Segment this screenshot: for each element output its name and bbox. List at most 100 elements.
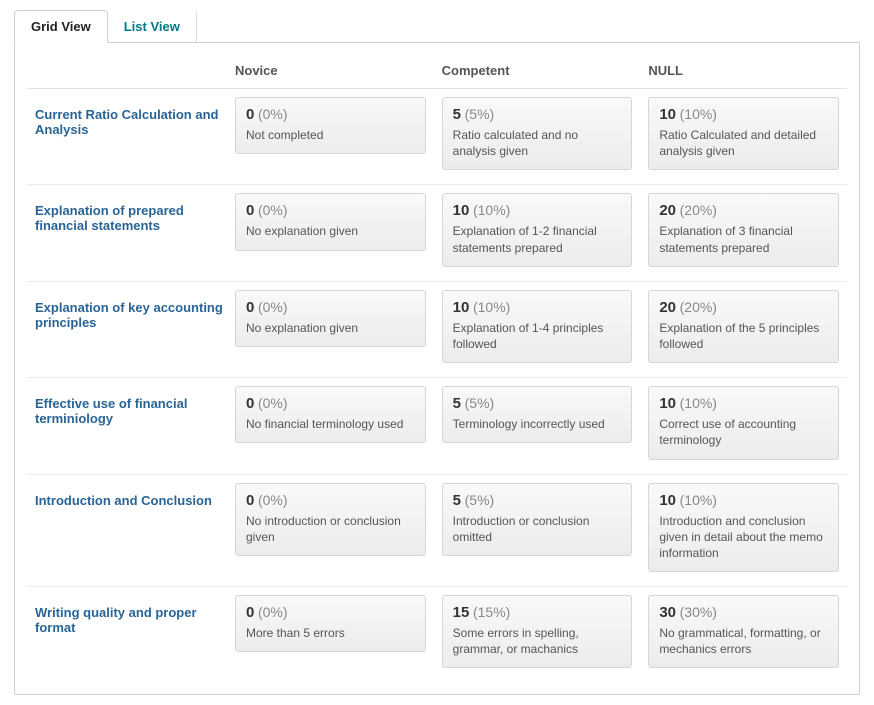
rubric-cell-wrapper: 20 (20%)Explanation of 3 financial state… bbox=[640, 184, 847, 280]
cell-points: 10 bbox=[453, 299, 470, 316]
cell-description: Correct use of accounting terminology bbox=[659, 416, 828, 448]
tab-list-view[interactable]: List View bbox=[108, 11, 197, 42]
rubric-cell[interactable]: 0 (0%) No financial terminology used bbox=[235, 386, 426, 443]
cell-points: 10 bbox=[659, 106, 676, 123]
cell-description: Ratio Calculated and detailed analysis g… bbox=[659, 127, 828, 159]
rubric-cell[interactable]: 0 (0%) No introduction or conclusion give… bbox=[235, 483, 426, 556]
rubric-cell[interactable]: 20 (20%) Explanation of the 5 principles … bbox=[648, 290, 839, 363]
rubric-cell-wrapper: 20 (20%) Explanation of the 5 principles … bbox=[640, 281, 847, 377]
cell-percent: (15%) bbox=[473, 604, 510, 620]
rubric-cell[interactable]: 10 (10%) Introduction and conclusion give… bbox=[648, 483, 839, 573]
criterion-label: Explanation of prepared financial statem… bbox=[27, 184, 227, 280]
cell-description: No explanation given bbox=[246, 223, 415, 239]
cell-percent: (0%) bbox=[258, 395, 288, 411]
rubric-cell-wrapper: 0 (0%)No explanation given bbox=[227, 281, 434, 377]
rubric-cell[interactable]: 10 (10%) Explanation of 1-4 principles fo… bbox=[442, 290, 633, 363]
cell-description: No financial terminology used bbox=[246, 416, 415, 432]
rubric-cell[interactable]: 0 (0%)No explanation given bbox=[235, 290, 426, 347]
cell-percent: (0%) bbox=[258, 604, 288, 620]
criterion-label: Writing quality and proper format bbox=[27, 586, 227, 682]
rubric-cell[interactable]: 10 (10%)Explanation of 1-2 financial sta… bbox=[442, 193, 633, 266]
cell-points: 0 bbox=[246, 604, 254, 621]
rubric-row: Current Ratio Calculation and Analysis0 … bbox=[27, 89, 847, 184]
view-tabs: Grid View List View bbox=[14, 10, 860, 42]
rubric-cell[interactable]: 20 (20%)Explanation of 3 financial state… bbox=[648, 193, 839, 266]
rubric-cell-wrapper: 10 (10%)Explanation of 1-2 financial sta… bbox=[434, 184, 641, 280]
col-header-1: Competent bbox=[434, 55, 641, 89]
col-header-0: Novice bbox=[227, 55, 434, 89]
cell-points: 20 bbox=[659, 202, 676, 219]
tab-grid-view[interactable]: Grid View bbox=[14, 10, 108, 43]
cell-percent: (10%) bbox=[680, 492, 717, 508]
criterion-label: Explanation of key accounting principles bbox=[27, 281, 227, 377]
cell-points: 0 bbox=[246, 395, 254, 412]
rubric-cell[interactable]: 5 (5%) Ratio calculated and no analysis g… bbox=[442, 97, 633, 170]
cell-points: 0 bbox=[246, 106, 254, 123]
cell-percent: (0%) bbox=[258, 202, 288, 218]
cell-points: 5 bbox=[453, 395, 461, 412]
rubric-cell-wrapper: 0 (0%) No explanation given bbox=[227, 184, 434, 280]
cell-points: 0 bbox=[246, 492, 254, 509]
cell-points: 20 bbox=[659, 299, 676, 316]
rubric-row: Explanation of key accounting principles… bbox=[27, 281, 847, 377]
cell-description: Ratio calculated and no analysis given bbox=[453, 127, 622, 159]
cell-description: Not completed bbox=[246, 127, 415, 143]
criterion-label: Current Ratio Calculation and Analysis bbox=[27, 89, 227, 184]
cell-percent: (0%) bbox=[258, 492, 288, 508]
col-header-criteria bbox=[27, 55, 227, 89]
cell-percent: (5%) bbox=[465, 395, 495, 411]
cell-points: 0 bbox=[246, 202, 254, 219]
cell-percent: (10%) bbox=[473, 299, 510, 315]
cell-points: 0 bbox=[246, 299, 254, 316]
rubric-cell[interactable]: 30 (30%)No grammatical, formatting, or m… bbox=[648, 595, 839, 668]
cell-description: No introduction or conclusion given bbox=[246, 513, 415, 545]
rubric-cell[interactable]: 10 (10%) Ratio Calculated and detailed an… bbox=[648, 97, 839, 170]
rubric-cell-wrapper: 0 (0%) No financial terminology used bbox=[227, 377, 434, 473]
cell-points: 15 bbox=[453, 604, 470, 621]
rubric-cell-wrapper: 5 (5%)Introduction or conclusion omitted bbox=[434, 474, 641, 587]
rubric-cell[interactable]: 0 (0%) More than 5 errors bbox=[235, 595, 426, 652]
rubric-row: Writing quality and proper format 0 (0%) M… bbox=[27, 586, 847, 682]
col-header-2: NULL bbox=[640, 55, 847, 89]
rubric-row: Effective use of financial terminiology0… bbox=[27, 377, 847, 473]
criterion-label: Introduction and Conclusion bbox=[27, 474, 227, 587]
cell-description: Some errors in spelling, grammar, or mac… bbox=[453, 625, 622, 657]
cell-description: Introduction or conclusion omitted bbox=[453, 513, 622, 545]
cell-percent: (20%) bbox=[680, 299, 717, 315]
cell-percent: (10%) bbox=[680, 395, 717, 411]
rubric-cell-wrapper: 15 (15%) Some errors in spelling, grammar… bbox=[434, 586, 641, 682]
rubric-row: Introduction and Conclusion 0 (0%) No intr… bbox=[27, 474, 847, 587]
rubric-cell-wrapper: 0 (0%) More than 5 errors bbox=[227, 586, 434, 682]
rubric-cell-wrapper: 5 (5%)Terminology incorrectly used bbox=[434, 377, 641, 473]
cell-description: Introduction and conclusion given in det… bbox=[659, 513, 828, 562]
rubric-row: Explanation of prepared financial statem… bbox=[27, 184, 847, 280]
cell-description: Explanation of 1-4 principles followed bbox=[453, 320, 622, 352]
rubric-cell[interactable]: 0 (0%) No explanation given bbox=[235, 193, 426, 250]
rubric-cell[interactable]: 0 (0%) Not completed bbox=[235, 97, 426, 154]
cell-points: 10 bbox=[659, 492, 676, 509]
rubric-cell[interactable]: 5 (5%)Terminology incorrectly used bbox=[442, 386, 633, 443]
cell-description: Explanation of the 5 principles followed bbox=[659, 320, 828, 352]
cell-description: Explanation of 3 financial statements pr… bbox=[659, 223, 828, 255]
cell-description: Explanation of 1-2 financial statements … bbox=[453, 223, 622, 255]
rubric-cell[interactable]: 5 (5%)Introduction or conclusion omitted bbox=[442, 483, 633, 556]
cell-points: 5 bbox=[453, 492, 461, 509]
cell-points: 10 bbox=[453, 202, 470, 219]
cell-percent: (5%) bbox=[465, 106, 495, 122]
rubric-cell[interactable]: 15 (15%) Some errors in spelling, grammar… bbox=[442, 595, 633, 668]
cell-percent: (30%) bbox=[680, 604, 717, 620]
cell-description: No grammatical, formatting, or mechanics… bbox=[659, 625, 828, 657]
cell-percent: (0%) bbox=[258, 106, 288, 122]
rubric-cell-wrapper: 5 (5%) Ratio calculated and no analysis g… bbox=[434, 89, 641, 184]
cell-points: 10 bbox=[659, 395, 676, 412]
rubric-cell-wrapper: 10 (10%) Correct use of accounting termin… bbox=[640, 377, 847, 473]
cell-description: No explanation given bbox=[246, 320, 415, 336]
rubric-table: Novice Competent NULL Current Ratio Calc… bbox=[27, 55, 847, 682]
cell-percent: (10%) bbox=[680, 106, 717, 122]
cell-points: 5 bbox=[453, 106, 461, 123]
rubric-cell[interactable]: 10 (10%) Correct use of accounting termin… bbox=[648, 386, 839, 459]
rubric-cell-wrapper: 0 (0%) No introduction or conclusion give… bbox=[227, 474, 434, 587]
rubric-cell-wrapper: 30 (30%)No grammatical, formatting, or m… bbox=[640, 586, 847, 682]
rubric-cell-wrapper: 10 (10%) Introduction and conclusion give… bbox=[640, 474, 847, 587]
cell-description: More than 5 errors bbox=[246, 625, 415, 641]
